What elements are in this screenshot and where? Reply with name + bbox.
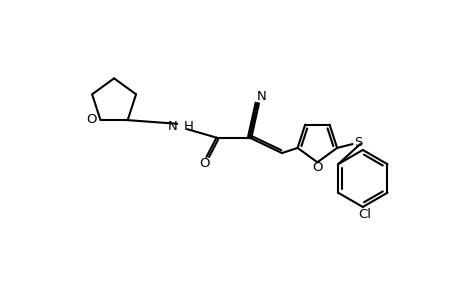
Text: S: S: [353, 136, 361, 149]
Text: O: O: [86, 113, 96, 126]
Text: O: O: [312, 161, 322, 174]
Text: N: N: [256, 90, 265, 103]
Text: N: N: [168, 120, 178, 134]
Text: O: O: [199, 157, 210, 169]
Text: Cl: Cl: [357, 208, 370, 221]
Text: H: H: [183, 120, 193, 134]
